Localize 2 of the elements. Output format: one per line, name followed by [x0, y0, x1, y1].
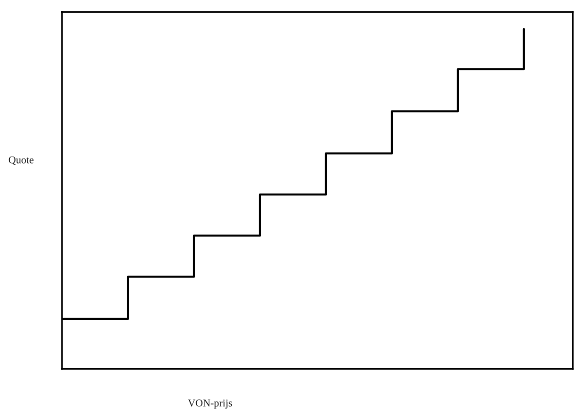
y-axis-title: Quote — [8, 156, 34, 165]
x-axis-title: VON-prijs — [188, 400, 232, 409]
